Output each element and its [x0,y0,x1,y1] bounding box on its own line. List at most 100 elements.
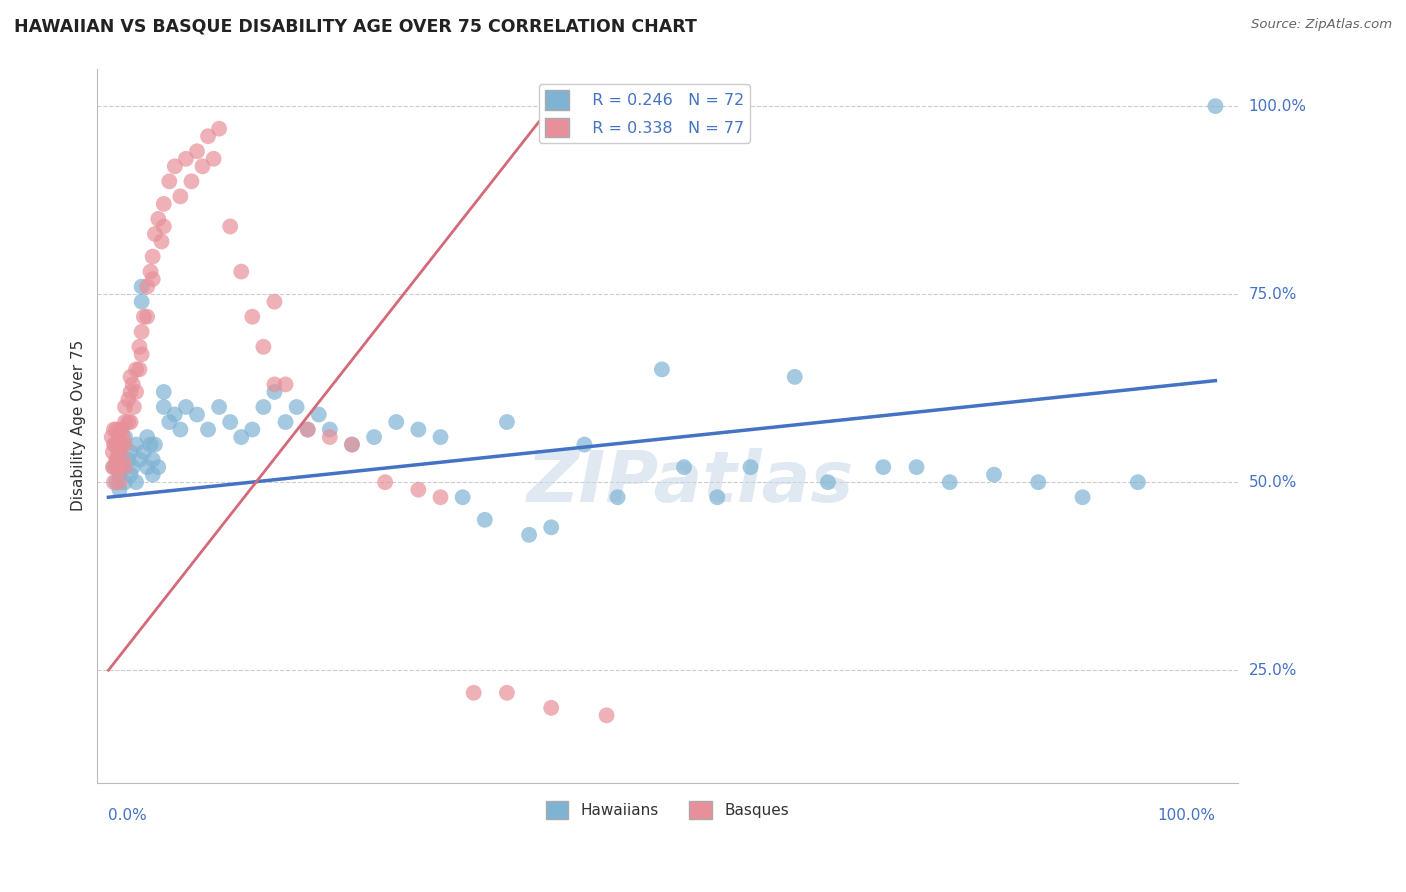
Point [148,460,170,475]
Point [142,272,165,286]
Point [1204,99,1226,113]
Legend: Hawaiians, Basques: Hawaiians, Basques [540,795,796,825]
Point [606,490,628,504]
Point [142,452,165,467]
Point [136,460,159,475]
Point [202,152,225,166]
Point [139,264,162,278]
Point [651,362,673,376]
Point [114,415,136,429]
Point [517,528,540,542]
Point [152,197,174,211]
Point [105,452,128,467]
Point [105,437,128,451]
Point [121,460,143,475]
Point [872,460,894,475]
Point [263,384,285,399]
Point [740,460,762,475]
Text: Source: ZipAtlas.com: Source: ZipAtlas.com [1251,18,1392,31]
Point [105,475,128,490]
Point [150,235,173,249]
Point [107,445,129,459]
Point [219,415,242,429]
Point [142,467,165,482]
Point [120,370,142,384]
Point [285,400,308,414]
Point [157,415,180,429]
Point [673,460,696,475]
Point [208,121,231,136]
Point [240,423,263,437]
Point [100,430,122,444]
Point [120,415,142,429]
Point [905,460,928,475]
Point [163,408,186,422]
Point [114,400,136,414]
Point [103,437,125,451]
Point [114,475,136,490]
Point [104,460,127,475]
Y-axis label: Disability Age Over 75: Disability Age Over 75 [72,340,86,511]
Point [274,377,297,392]
Text: 25.0%: 25.0% [1249,663,1296,678]
Point [451,490,474,504]
Point [374,475,396,490]
Point [105,423,128,437]
Point [174,152,197,166]
Point [143,227,166,241]
Point [496,415,519,429]
Point [120,445,142,459]
Point [429,490,451,504]
Point [108,460,131,475]
Point [131,279,153,293]
Point [191,159,214,173]
Point [783,370,806,384]
Point [105,452,128,467]
Point [103,423,125,437]
Point [240,310,263,324]
Point [197,129,219,144]
Point [252,340,274,354]
Point [385,415,408,429]
Point [128,340,150,354]
Point [319,430,342,444]
Point [174,400,197,414]
Point [152,219,174,234]
Point [125,475,148,490]
Point [103,475,125,490]
Point [208,400,231,414]
Point [108,445,131,459]
Text: 0.0%: 0.0% [108,808,148,823]
Point [938,475,960,490]
Point [114,430,136,444]
Point [169,423,191,437]
Point [101,460,124,475]
Point [111,430,134,444]
Point [131,347,153,361]
Text: HAWAIIAN VS BASQUE DISABILITY AGE OVER 75 CORRELATION CHART: HAWAIIAN VS BASQUE DISABILITY AGE OVER 7… [14,18,697,36]
Point [128,452,150,467]
Point [297,423,319,437]
Point [117,452,139,467]
Point [117,392,139,407]
Point [574,437,596,451]
Point [152,400,174,414]
Point [297,423,319,437]
Point [132,310,155,324]
Point [180,174,202,188]
Point [107,430,129,444]
Point [136,279,159,293]
Point [308,408,330,422]
Point [117,415,139,429]
Point [1071,490,1094,504]
Point [219,219,242,234]
Point [125,437,148,451]
Point [136,310,159,324]
Point [363,430,385,444]
Point [143,437,166,451]
Point [540,701,562,715]
Point [1126,475,1149,490]
Text: 75.0%: 75.0% [1249,286,1296,301]
Point [817,475,839,490]
Point [274,415,297,429]
